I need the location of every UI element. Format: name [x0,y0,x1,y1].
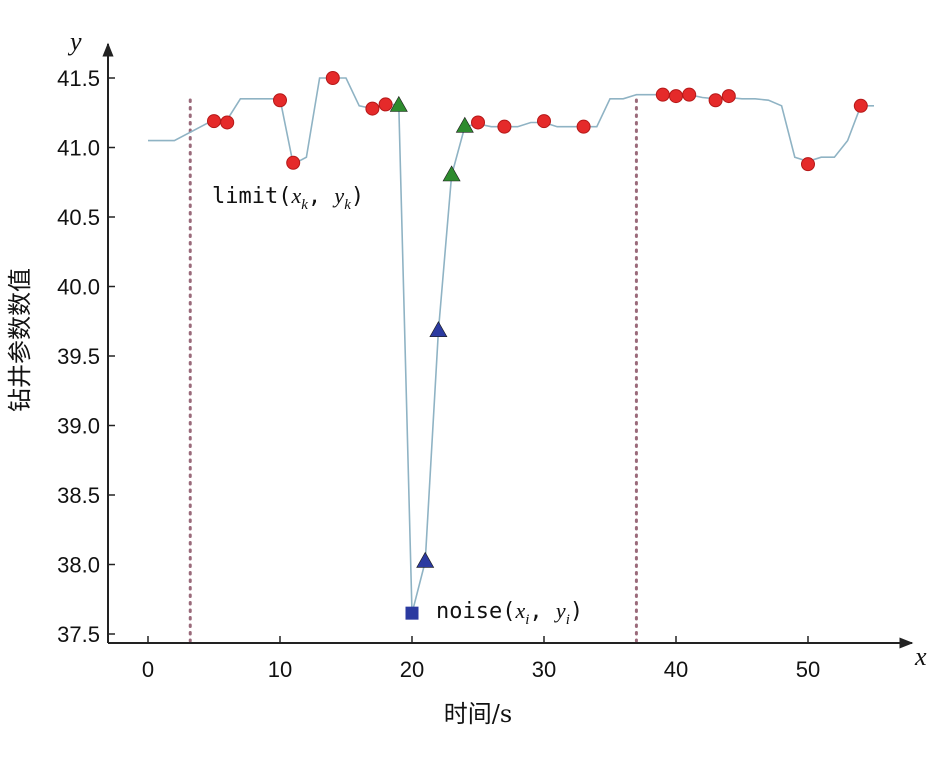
x-axis-letter: x [914,642,927,671]
circle-point [325,71,340,85]
y-tick-label: 39.0 [57,414,100,439]
x-tick-label: 30 [532,657,556,682]
data-line-layer [148,77,874,614]
circle-point [471,115,485,130]
tick-marks: 0 10 20 30 40 50 37.5 38.0 38.5 39.0 39.5 40.0 40.5 4… [57,66,820,682]
y-tick-label: 37.5 [57,622,100,647]
circle-point [669,89,683,104]
x-tick-label: 0 [142,657,154,682]
circle-point [576,119,591,134]
circle-point [537,114,551,129]
x-tick-label: 50 [796,657,820,682]
circle-point [286,155,301,170]
circle-point [721,89,736,104]
y-tick-label: 38.5 [57,483,100,508]
circle-point [682,87,697,102]
triangle-point [416,551,435,568]
annotation-limit: limit(xk, yk) [212,183,364,213]
circle-point [273,93,287,108]
circle-point [378,97,393,112]
y-tick-label: 40.5 [57,205,100,230]
y-tick-label: 41.0 [57,136,100,161]
x-axis-title: 时间/s [444,700,512,728]
triangle-point [442,165,461,182]
square-point [405,606,419,620]
circle-point [853,98,868,113]
y-axis-letter: y [67,27,82,56]
x-tick-label: 20 [400,657,424,682]
circle-point [801,157,815,172]
y-tick-label: 38.0 [57,553,100,578]
circle-point [207,114,221,129]
circle-point [655,87,670,102]
limit-lines [188,98,638,643]
x-tick-label: 40 [664,657,688,682]
data-line [148,77,874,614]
circle-point [708,93,723,108]
y-tick-label: 40.0 [57,275,100,300]
triangle-point [389,95,408,112]
markers [207,71,868,620]
axes [102,42,914,649]
y-tick-label: 41.5 [57,66,100,91]
y-tick-label: 39.5 [57,344,100,369]
circle-point [365,101,380,116]
circle-point [220,115,235,130]
annotation-noise: noise(xi, yi) [436,598,583,628]
y-axis-title: 钻井参数数值 [6,268,34,412]
triangle-point [455,116,474,133]
triangle-point [429,321,448,337]
x-tick-label: 10 [268,657,292,682]
circle-point [497,119,512,134]
